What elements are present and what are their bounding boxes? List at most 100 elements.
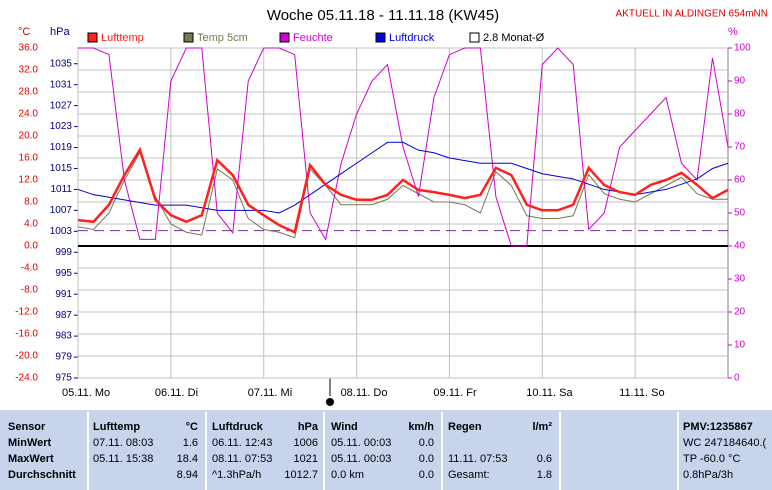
legend-label: Lufttemp	[101, 32, 144, 44]
y2-axis-unit: hPa	[50, 26, 70, 38]
table-header: Sensor	[8, 421, 46, 433]
y-tick-label: 28.0	[19, 87, 39, 98]
y3-tick-label: 0	[734, 373, 740, 384]
table-cell: 0.0	[419, 469, 434, 481]
table-cell: 0.8hPa/3h	[683, 469, 733, 481]
table-cell: 1.6	[183, 437, 198, 449]
annotation: AKTUELL IN ALDINGEN 654mNN	[616, 9, 768, 20]
y3-tick-label: 40	[734, 241, 746, 252]
chart-title: Woche 05.11.18 - 11.11.18 (KW45)	[267, 7, 499, 24]
table-cell: 05.11. 15:38	[93, 453, 153, 465]
y2-tick-label: 975	[55, 373, 72, 384]
y3-tick-label: 70	[734, 142, 746, 153]
y2-tick-label: 1019	[50, 142, 73, 153]
y-tick-label: -16.0	[15, 329, 38, 340]
table-header: l/m²	[532, 421, 552, 433]
table-cell: MinWert	[8, 437, 52, 449]
table-cell: 1006	[294, 437, 318, 449]
y2-tick-label: 1007	[50, 205, 73, 216]
y3-tick-label: 60	[734, 175, 746, 186]
table-cell: 18.4	[177, 453, 198, 465]
table-cell: 0.0 km	[331, 469, 364, 481]
table-cell: 07.11. 08:03	[93, 437, 153, 449]
table-background	[0, 410, 772, 490]
y3-axis-unit: %	[728, 26, 738, 38]
y-tick-label: -12.0	[15, 307, 38, 318]
table-cell: 0.6	[537, 453, 552, 465]
y2-tick-label: 979	[55, 352, 72, 363]
series-line	[77, 146, 729, 235]
y-tick-label: 32.0	[19, 65, 39, 76]
y-tick-label: -4.0	[21, 263, 39, 274]
table-header: PMV:1235867	[683, 421, 753, 433]
series-line	[78, 47, 729, 247]
y3-tick-label: 30	[734, 274, 746, 285]
y2-tick-label: 983	[55, 331, 72, 342]
table-cell: 05.11. 00:03	[331, 453, 391, 465]
y-tick-label: 36.0	[19, 43, 39, 54]
legend-label: 2.8 Monat-Ø	[483, 32, 545, 44]
y2-tick-label: 1027	[50, 100, 73, 111]
plot-area	[77, 47, 729, 379]
table-cell: 0.0	[419, 453, 434, 465]
series-line	[77, 151, 728, 239]
y2-tick-label: 987	[55, 310, 72, 321]
y3-tick-label: 50	[734, 208, 746, 219]
legend-swatch	[469, 32, 480, 43]
table-cell: ^1.3hPa/h	[212, 469, 261, 481]
table-cell: TP -60.0 °C	[683, 453, 740, 465]
table-header: Wind	[331, 421, 358, 433]
y-tick-label: -20.0	[15, 351, 38, 362]
x-tick-label: 07.11. Mi	[248, 387, 292, 399]
table-cell: 11.11. 07:53	[448, 453, 508, 465]
x-tick-label: 05.11. Mo	[62, 387, 110, 399]
legend-label: Temp 5cm	[197, 32, 248, 44]
y-tick-label: 0.0	[24, 241, 38, 252]
x-tick-label: 09.11. Fr	[433, 387, 477, 399]
table-cell: 05.11. 00:03	[331, 437, 391, 449]
table-cell: Durchschnitt	[8, 469, 76, 481]
x-tick-label: 08.11. Do	[341, 387, 388, 399]
table-header: Luftdruck	[212, 421, 264, 433]
x-tick-label: 06.11. Di	[155, 387, 198, 399]
table-header: °C	[186, 421, 198, 433]
y2-tick-label: 1011	[50, 184, 72, 195]
table-cell: 06.11. 12:43	[212, 437, 272, 449]
legend-swatch	[279, 32, 290, 43]
y2-tick-label: 1035	[50, 58, 73, 69]
y-axis-unit: °C	[18, 26, 30, 38]
y2-tick-label: 991	[55, 289, 72, 300]
table-cell: WC 247184640.(	[683, 437, 766, 449]
y-tick-label: 16.0	[19, 153, 39, 164]
x-tick-label: 11.11. So	[619, 387, 664, 399]
y-tick-label: 20.0	[19, 131, 39, 142]
table-cell: 1012.7	[284, 469, 318, 481]
y-tick-label: 24.0	[19, 109, 39, 120]
y3-tick-label: 80	[734, 109, 746, 120]
y-tick-label: -24.0	[15, 373, 38, 384]
legend-label: Feuchte	[293, 32, 333, 44]
table-header: hPa	[298, 421, 319, 433]
table-cell: MaxWert	[8, 453, 54, 465]
legend-swatch	[87, 32, 98, 43]
table-header: km/h	[408, 421, 434, 433]
y3-tick-label: 20	[734, 307, 746, 318]
table-cell: 1021	[294, 453, 318, 465]
y-tick-label: -8.0	[21, 285, 39, 296]
y2-tick-label: 1023	[50, 121, 73, 132]
cursor-marker	[326, 398, 334, 406]
legend-swatch	[183, 32, 194, 43]
legend-label: Luftdruck	[389, 32, 435, 44]
y2-tick-label: 1003	[50, 226, 73, 237]
table-cell: 1.8	[537, 469, 552, 481]
table-cell: 8.94	[177, 469, 198, 481]
y2-tick-label: 995	[55, 268, 72, 279]
y-tick-label: 12.0	[19, 175, 39, 186]
y2-tick-label: 1031	[50, 79, 73, 90]
legend-swatch	[375, 32, 386, 43]
table-header: Regen	[448, 421, 482, 433]
y3-tick-label: 10	[734, 340, 746, 351]
table-header: Lufttemp	[93, 421, 140, 433]
y-tick-label: 4.0	[24, 219, 38, 230]
